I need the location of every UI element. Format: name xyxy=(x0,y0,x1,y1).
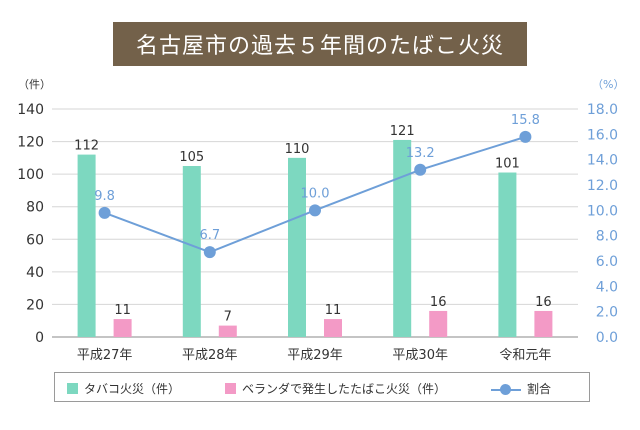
bar-tobacco-label: 110 xyxy=(285,142,310,157)
x-tick-label: 平成29年 xyxy=(287,348,343,363)
bar-tobacco-label: 112 xyxy=(74,139,99,154)
y-right-tick-label: 16.0 xyxy=(587,127,618,143)
bar-veranda-label: 16 xyxy=(535,295,552,310)
bar-tobacco-label: 121 xyxy=(390,124,415,139)
x-tick-label: 平成27年 xyxy=(77,348,133,363)
y-right-tick-label: 4.0 xyxy=(596,279,618,295)
bar-tobacco xyxy=(182,166,201,337)
y-left-tick-label: 100 xyxy=(17,167,44,183)
legend: タバコ火災（件） ベランダで発生したたばこ火災（件） 割合 xyxy=(54,372,590,402)
bar-veranda-label: 16 xyxy=(430,295,447,310)
ratio-point xyxy=(414,163,427,176)
legend-swatch-veranda xyxy=(225,383,236,394)
ratio-point xyxy=(519,130,532,143)
ratio-label: 6.7 xyxy=(199,228,220,243)
bar-tobacco xyxy=(498,172,517,337)
y-right-tick-label: 10.0 xyxy=(587,203,618,219)
ratio-label: 15.8 xyxy=(511,113,540,128)
ratio-label: 9.8 xyxy=(94,189,115,204)
y-right-tick-label: 8.0 xyxy=(596,229,618,245)
y-left-tick-label: 0 xyxy=(35,330,44,346)
y-right-tick-label: 12.0 xyxy=(587,178,618,194)
y-left-tick-label: 80 xyxy=(26,200,44,216)
y-right-tick-label: 18.0 xyxy=(587,102,618,118)
y-left-tick-label: 140 xyxy=(17,102,44,118)
legend-item-tobacco: タバコ火災（件） xyxy=(67,380,180,397)
bar-veranda xyxy=(218,325,237,337)
y-left-tick-label: 20 xyxy=(26,297,44,313)
legend-swatch-tobacco xyxy=(67,383,78,394)
y-left-tick-label: 40 xyxy=(26,265,44,281)
y-right-tick-label: 0.0 xyxy=(596,330,618,346)
bar-veranda xyxy=(429,310,448,337)
y-left-tick-label: 120 xyxy=(17,135,44,151)
ratio-point xyxy=(309,204,321,217)
bar-tobacco xyxy=(393,139,412,337)
bar-veranda xyxy=(324,319,342,337)
bar-veranda-label: 7 xyxy=(224,310,232,325)
y-right-unit: （%） xyxy=(592,78,624,91)
x-tick-label: 平成28年 xyxy=(182,348,238,363)
bar-veranda xyxy=(534,310,553,337)
y-right-tick-label: 2.0 xyxy=(596,305,618,321)
bar-tobacco xyxy=(288,157,306,337)
y-left-unit: （件） xyxy=(18,78,51,91)
bar-tobacco-label: 105 xyxy=(179,150,204,165)
bar-tobacco xyxy=(77,154,96,337)
ratio-point xyxy=(98,206,111,219)
combo-chart: 0 20 40 60 80 100 120 140 0.0 2.0 4.0 6.0 8.0 10.0 12.… xyxy=(17,78,624,363)
legend-item-ratio: 割合 xyxy=(491,380,551,397)
bar-tobacco-label: 101 xyxy=(495,157,520,172)
chart-title: 名古屋市の過去５年間のたばこ火災 xyxy=(113,22,527,66)
y-right-tick-label: 6.0 xyxy=(596,254,618,270)
ratio-point xyxy=(203,246,216,259)
ratio-label: 10.0 xyxy=(301,186,330,201)
bar-veranda-label: 11 xyxy=(325,303,342,318)
x-tick-label: 令和元年 xyxy=(499,348,551,363)
x-tick-label: 平成30年 xyxy=(392,348,448,363)
bar-veranda xyxy=(113,319,132,337)
y-left-tick-label: 60 xyxy=(26,232,44,248)
legend-item-veranda: ベランダで発生したたばこ火災（件） xyxy=(225,380,446,397)
legend-swatch-ratio xyxy=(491,383,521,395)
legend-label-tobacco: タバコ火災（件） xyxy=(84,382,181,396)
legend-label-veranda: ベランダで発生したたばこ火災（件） xyxy=(242,382,447,396)
legend-label-ratio: 割合 xyxy=(527,382,552,396)
bar-veranda-label: 11 xyxy=(114,303,131,318)
y-right-tick-label: 14.0 xyxy=(587,153,618,169)
ratio-label: 13.2 xyxy=(406,146,435,161)
